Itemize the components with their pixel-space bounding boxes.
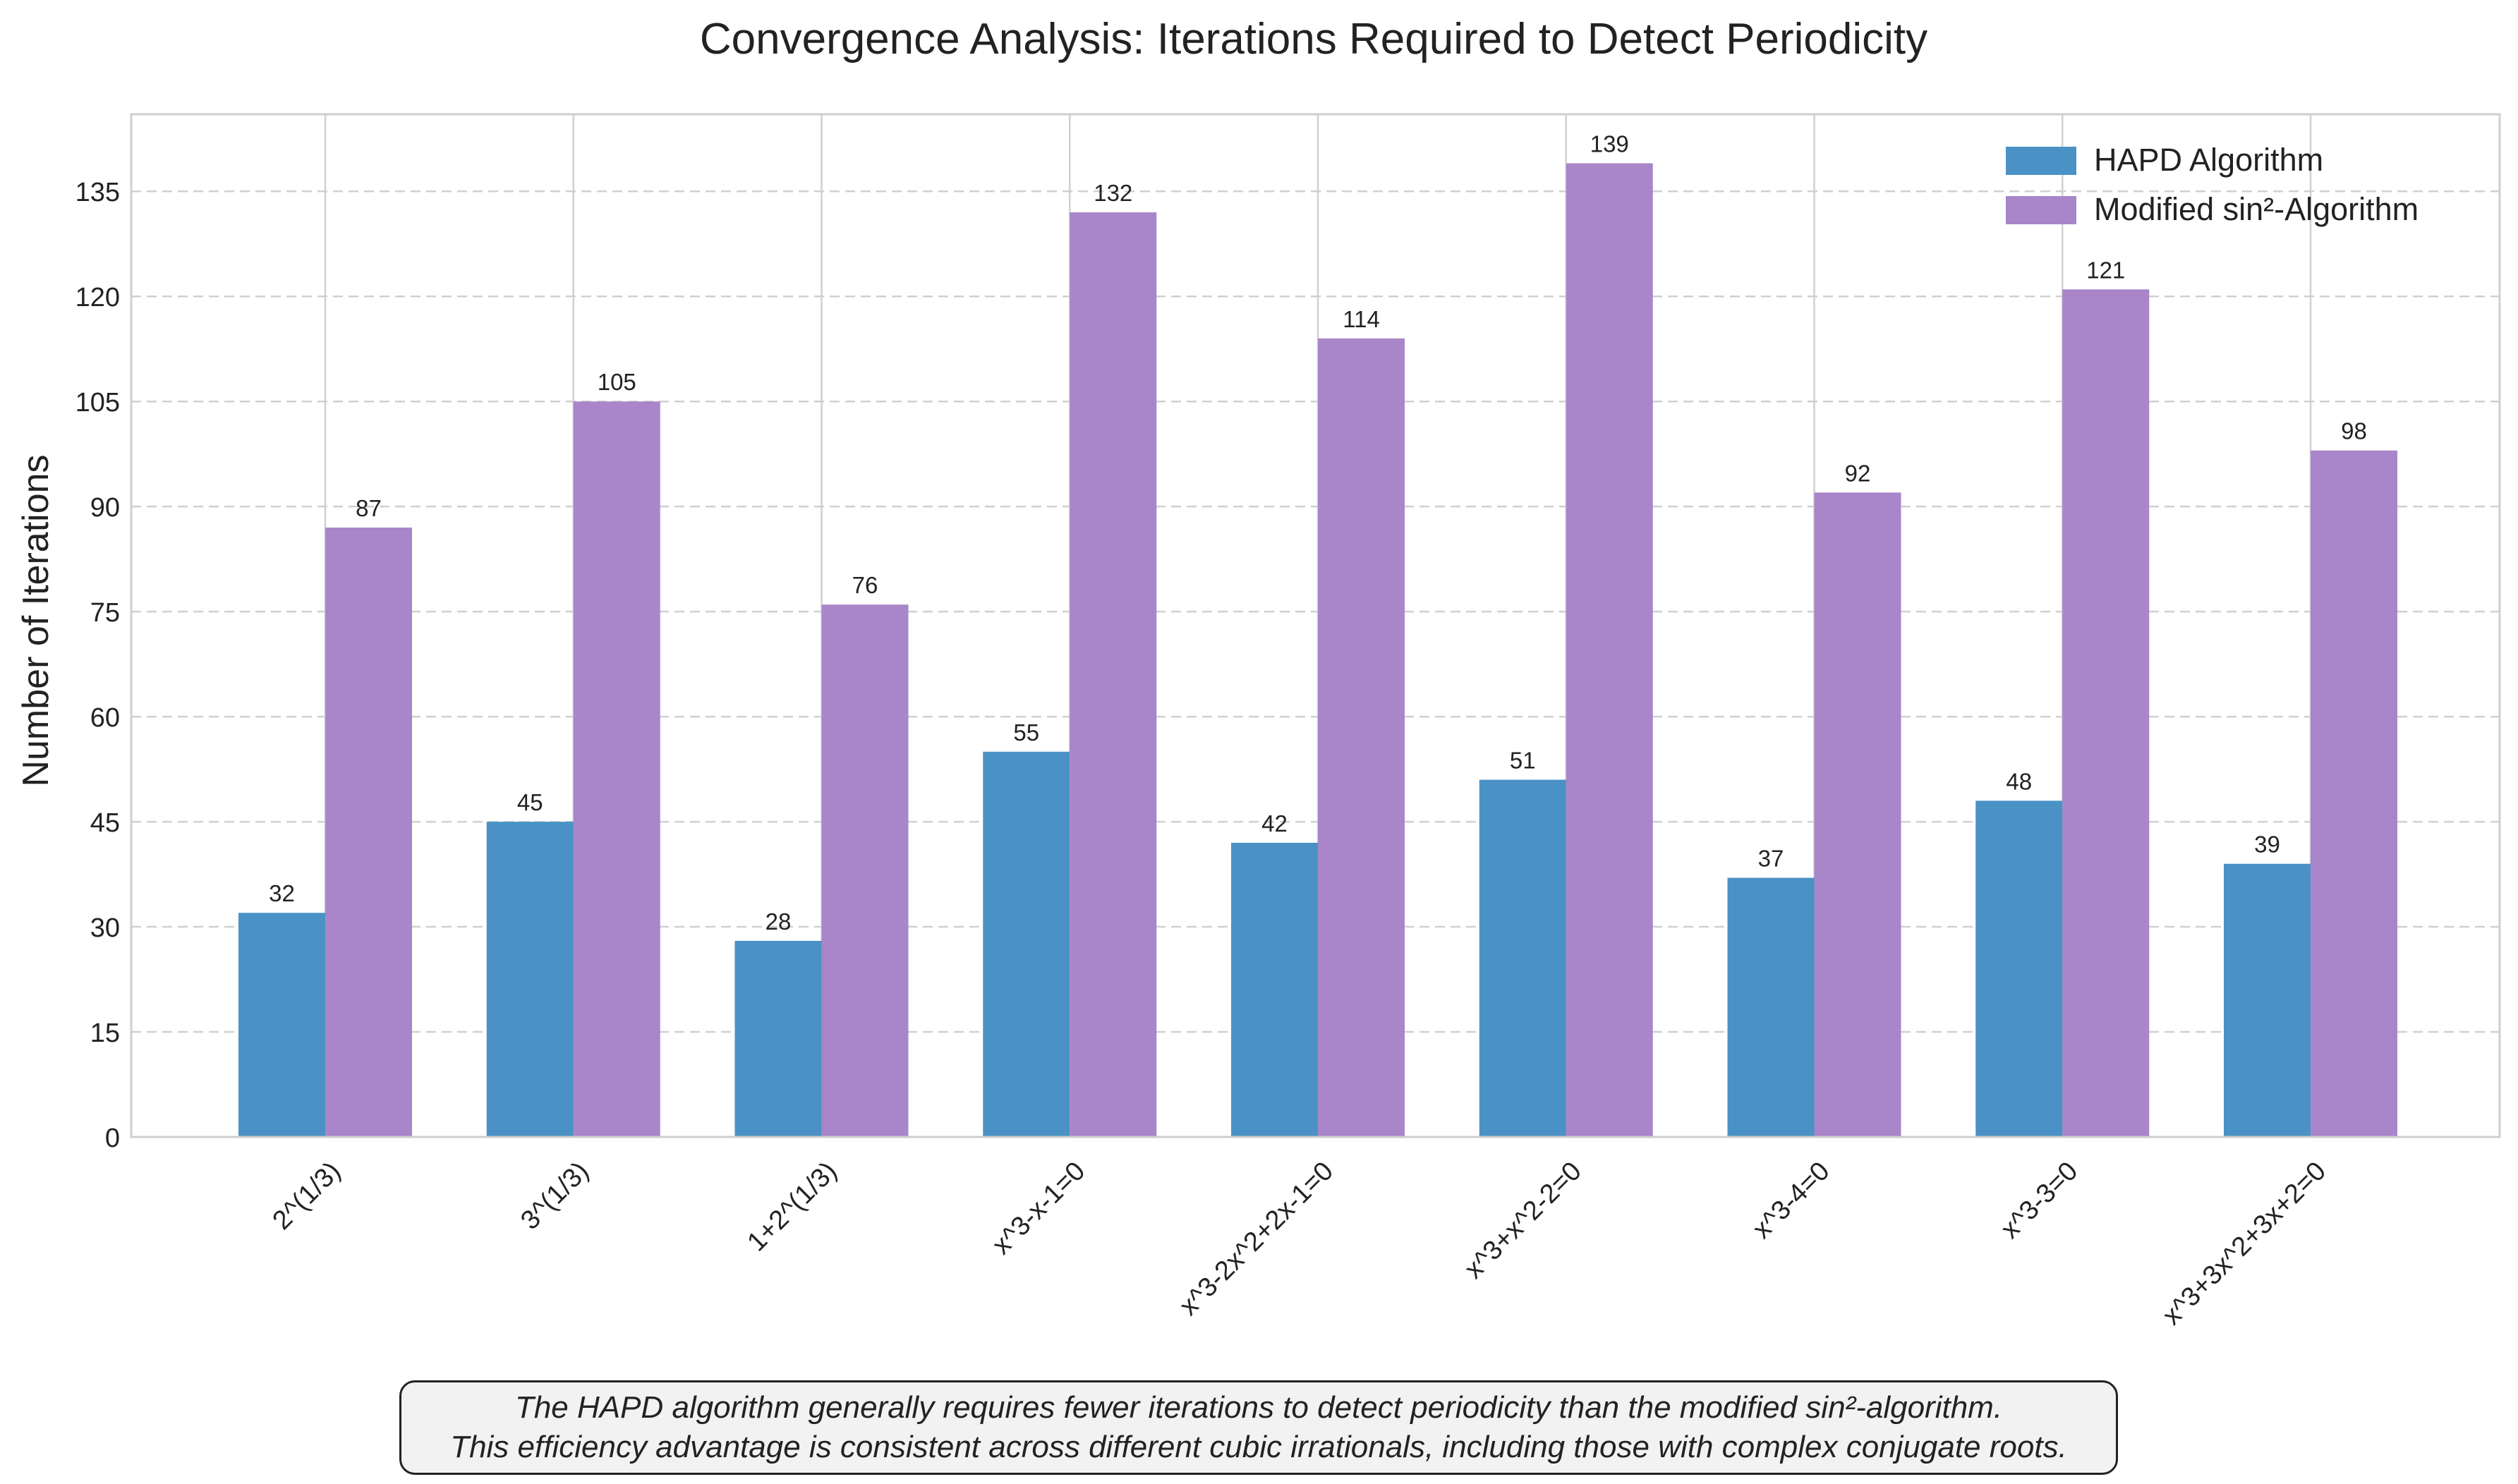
x-tick-label: x^3-2x^2+2x-1=0 [1174,1156,1339,1321]
legend-label: Modified sin²-Algorithm [2094,191,2419,227]
bar-hapd [1479,779,1566,1137]
bar-value-label: 37 [1758,846,1784,872]
bar-hapd [1975,801,2063,1137]
bar-modified-sin2 [1070,212,1157,1137]
legend-label: HAPD Algorithm [2094,142,2323,178]
bar-value-label: 39 [2254,832,2280,858]
data-labels-layer: 32 45 28 55 42 51 37 48 39 87 105 76 132 114 139 92 121 9… [269,131,2367,935]
x-tick-label: x^3-x-1=0 [987,1156,1091,1260]
x-tick-label: 2^(1/3) [267,1156,347,1236]
bar-value-label: 42 [1261,810,1288,837]
bar-modified-sin2 [573,401,660,1137]
bar-value-label: 76 [852,572,878,598]
legend: HAPD Algorithm Modified sin²-Algorithm [2006,142,2419,227]
bar-hapd [1231,842,1318,1137]
y-tick-label: 15 [90,1018,120,1048]
y-tick-label: 30 [90,913,120,943]
y-tick-label: 105 [75,388,120,418]
bar-value-label: 48 [2006,768,2032,794]
bars-layer [238,163,2397,1138]
y-tick-label: 0 [105,1124,120,1153]
caption-box: The HAPD algorithm generally requires fe… [399,1380,2118,1475]
y-tick-label: 45 [90,808,120,838]
bar-value-label: 139 [1590,131,1629,157]
x-tick-label: 1+2^(1/3) [742,1156,842,1257]
x-axis-ticks: 2^(1/3) 3^(1/3) 1+2^(1/3) x^3-x-1=0 x^3-2x^2… [267,1156,2332,1331]
chart-title: Convergence Analysis: Iterations Require… [700,15,1927,63]
bar-value-label: 32 [269,880,295,906]
bar-modified-sin2 [2311,450,2397,1137]
bar-value-label: 114 [1343,306,1380,332]
y-tick-label: 135 [75,178,120,207]
bar-hapd [238,913,325,1137]
bar-modified-sin2 [325,527,412,1137]
x-tick-label: x^3+3x^2+3x+2=0 [2157,1156,2332,1331]
bar-value-label: 105 [598,369,636,395]
bar-hapd [486,822,574,1137]
y-tick-label: 90 [90,493,120,523]
y-tick-label: 120 [75,283,120,312]
legend-swatch [2006,147,2076,175]
bar-hapd [983,751,1070,1137]
y-axis-ticks: 0 15 30 45 60 75 90 105 120 135 [75,178,120,1153]
x-tick-label: x^3-4=0 [1747,1156,1835,1244]
x-tick-label: x^3-3=0 [1995,1156,2083,1244]
legend-swatch [2006,196,2076,224]
bar-value-label: 51 [1510,747,1536,773]
bar-value-label: 132 [1094,180,1132,206]
bar-modified-sin2 [1566,163,1653,1138]
bar-value-label: 45 [517,789,543,815]
x-tick-label: 3^(1/3) [515,1156,595,1236]
y-axis-label: Number of Iterations [16,454,56,786]
bar-modified-sin2 [1318,338,1405,1137]
x-tick-label: x^3+x^2-2=0 [1459,1156,1587,1284]
plot-frame [130,113,2501,1138]
bar-hapd [734,940,822,1137]
bar-modified-sin2 [2062,289,2150,1138]
caption-line-1: The HAPD algorithm generally requires fe… [514,1390,2003,1425]
bar-hapd [2224,863,2311,1137]
bar-value-label: 98 [2341,418,2367,444]
bar-value-label: 87 [356,495,382,521]
bar-value-label: 28 [765,908,792,935]
bar-value-label: 121 [2086,257,2125,283]
bar-value-label: 92 [1845,460,1871,486]
y-tick-label: 60 [90,703,120,733]
bar-value-label: 55 [1013,719,1039,746]
bar-modified-sin2 [1814,492,1901,1137]
y-tick-label: 75 [90,598,120,628]
caption-line-2: This efficiency advantage is consistent … [450,1430,2067,1464]
bar-hapd [1727,877,1815,1137]
bar-modified-sin2 [821,604,909,1137]
